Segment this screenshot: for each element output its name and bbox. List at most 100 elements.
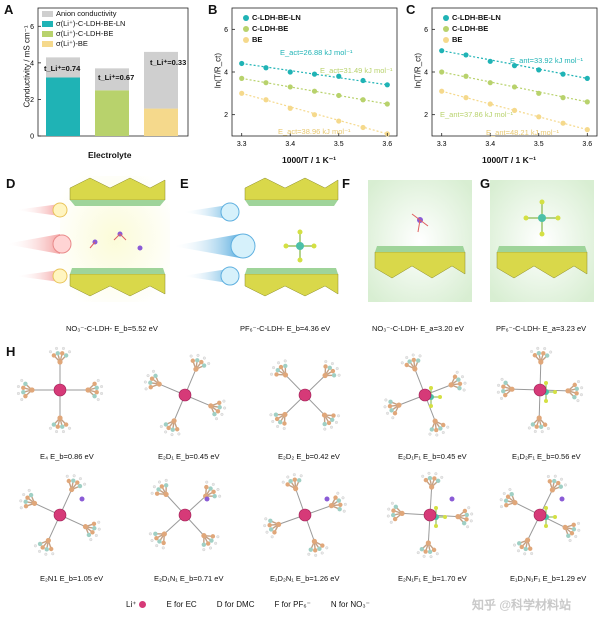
- swatch-ln: [42, 20, 53, 27]
- key-ec: E for EC: [166, 600, 197, 609]
- c-dot-be-ldh: [443, 25, 449, 32]
- panel-d-ion-1: [52, 202, 68, 218]
- c-ytick-label-0: 2: [424, 112, 428, 119]
- c-point-1-0: [439, 69, 445, 75]
- c-xtick-label-3: 3.6: [582, 141, 592, 148]
- panel-d-ion-3: [52, 268, 68, 284]
- c-point-2-2: [487, 101, 493, 107]
- panel-g-pf6-molecule: [523, 199, 561, 237]
- h-caption-7: E₂D₁N₁ E_b=0.71 eV: [154, 574, 224, 583]
- b-dot-be: [243, 36, 249, 43]
- c-ytick-label-2: 6: [424, 27, 428, 34]
- b-point-2-0: [239, 90, 245, 96]
- legend-be-ldh-label: σ(Li⁺)-C-LDH-BE: [56, 29, 114, 38]
- solvation-structures: [16, 346, 584, 559]
- panel-g-bg: [490, 180, 594, 302]
- a-ytick-label-2: 4: [30, 60, 34, 67]
- panel-c-chart: 3.3 3.4 3.5 3.6 2 4 6: [424, 7, 598, 148]
- t-label-1: t_Li⁺=0.74: [44, 64, 81, 73]
- a-ytick-label-0: 0: [30, 134, 34, 141]
- h-caption-9: E₂N₁F₁ E_b=1.70 eV: [398, 574, 467, 583]
- solvation-structure-3: [269, 359, 341, 431]
- c-point-0-0: [439, 48, 445, 54]
- solvation-structure-9: [386, 471, 474, 559]
- key-dmc: D for DMC: [216, 600, 255, 609]
- panel-e-ion-1: [220, 202, 240, 222]
- b-point-0-2: [287, 69, 293, 75]
- b-xtick-label-0: 3.3: [237, 141, 247, 148]
- solvation-structure-2: [143, 353, 227, 437]
- b-annot-ln: E_act=26.88 kJ mol⁻¹: [280, 48, 353, 57]
- panel-d-caption: NO₃⁻-C-LDH- E_b=5.52 eV: [66, 324, 158, 333]
- panel-d-ldh-top: [69, 177, 166, 206]
- legend-ln-label: σ(Li⁺)-C-LDH-BE-LN: [56, 19, 126, 28]
- b-dot-be-ldh: [243, 25, 249, 32]
- c-xtick-label-0: 3.3: [437, 141, 447, 148]
- c-point-2-0: [439, 88, 445, 94]
- h-caption-6: E₂N1 E_b=1.05 eV: [40, 574, 104, 583]
- panel-d-ion-2: [52, 234, 72, 254]
- b-legend-be-ldh-label: C-LDH-BE: [252, 24, 289, 33]
- bar-li-2: [144, 108, 178, 136]
- c-point-1-4: [536, 90, 542, 96]
- panel-b-legend: C-LDH-BE-LN C-LDH-BE BE: [243, 13, 301, 44]
- c-annot-be: E_ant=48.21 kJ mol⁻¹: [486, 128, 559, 137]
- c-xtick-label-2: 3.5: [534, 141, 544, 148]
- c-point-1-2: [487, 80, 493, 86]
- panel-g-ldh: [496, 246, 588, 279]
- b-dot-ln: [243, 14, 249, 21]
- c-legend-be: BE: [443, 35, 501, 44]
- c-point-0-2: [487, 58, 493, 64]
- b-point-0-0: [239, 60, 245, 67]
- solvation-structure-4: [383, 353, 467, 437]
- a-ytick-label-3: 6: [30, 24, 34, 31]
- panel-g-caption: PF₆⁻-C-LDH- E_a=3.23 eV: [496, 324, 587, 333]
- b-xtick-label-2: 3.5: [334, 141, 344, 148]
- h-caption-4: E₂D₁F₁ E_b=0.45 eV: [398, 452, 467, 461]
- b-point-0-1: [263, 65, 269, 71]
- swatch-be-ldh: [42, 30, 53, 37]
- c-legend-ln-label: C-LDH-BE-LN: [452, 13, 501, 22]
- c-point-2-1: [463, 95, 469, 101]
- b-ytick-label-2: 6: [224, 27, 228, 34]
- panel-e-ldh-top: [244, 177, 339, 206]
- b-point-2-4: [336, 118, 342, 124]
- c-point-0-5: [560, 71, 566, 77]
- panel-a-label: A: [4, 2, 14, 17]
- c-legend-be-ldh-label: C-LDH-BE: [452, 24, 489, 33]
- panel-f-caption: NO₃⁻-C-LDH- E_a=3.20 eV: [372, 324, 464, 333]
- li-atom-icon: [139, 601, 147, 608]
- t-label-2: t_Li⁺=0.67: [98, 73, 135, 82]
- panel-a-chart: 0 2 4 6: [30, 7, 189, 141]
- b-legend-ln: C-LDH-BE-LN: [243, 13, 301, 22]
- panel-f-no3-molecule: [411, 213, 429, 233]
- bar-anion-0: [46, 57, 80, 78]
- h-caption-10: E₁D₁N₁F₁ E_b=1.29 eV: [510, 574, 587, 583]
- c-annot-be-ldh: E_ant=37.86 kJ mol⁻¹: [440, 110, 513, 119]
- legend-be-ldh: σ(Li⁺)-C-LDH-BE: [42, 29, 125, 38]
- c-point-0-4: [536, 67, 542, 73]
- c-point-0-1: [463, 52, 469, 58]
- legend-be-label: σ(Li⁺)-BE: [56, 39, 88, 48]
- solvation-structure-7: [148, 478, 222, 552]
- panel-a-ylabel: Conductivity / mS cm⁻¹: [22, 25, 32, 108]
- b-annot-be-ldh: E_act=31.49 kJ mol⁻¹: [320, 66, 393, 75]
- c-xtick-label-1: 3.4: [485, 141, 495, 148]
- solvation-structure-10: [499, 474, 581, 556]
- panel-f-ldh: [374, 246, 466, 279]
- h-caption-5: E₁D₂F₁ E_b=0.56 eV: [512, 452, 581, 461]
- b-ytick-label-1: 4: [224, 70, 228, 77]
- panel-e-beam-2: [172, 234, 240, 258]
- c-point-1-3: [511, 84, 518, 90]
- b-point-1-0: [239, 75, 245, 81]
- b-point-0-3: [311, 71, 318, 77]
- panel-b-label: B: [208, 2, 218, 17]
- c-point-2-6: [584, 127, 590, 133]
- panel-e-ldh-bottom: [244, 268, 339, 297]
- panel-h-key: Li⁺ E for EC D for DMC F for PF₆⁻ N for …: [126, 600, 370, 609]
- b-point-1-6: [384, 101, 390, 107]
- c-annot-ln: E_ant=33.92 kJ mol⁻¹: [510, 56, 583, 65]
- bar-anion-1: [95, 68, 129, 91]
- panel-e-ion-3: [220, 266, 240, 286]
- b-point-0-6: [384, 82, 390, 88]
